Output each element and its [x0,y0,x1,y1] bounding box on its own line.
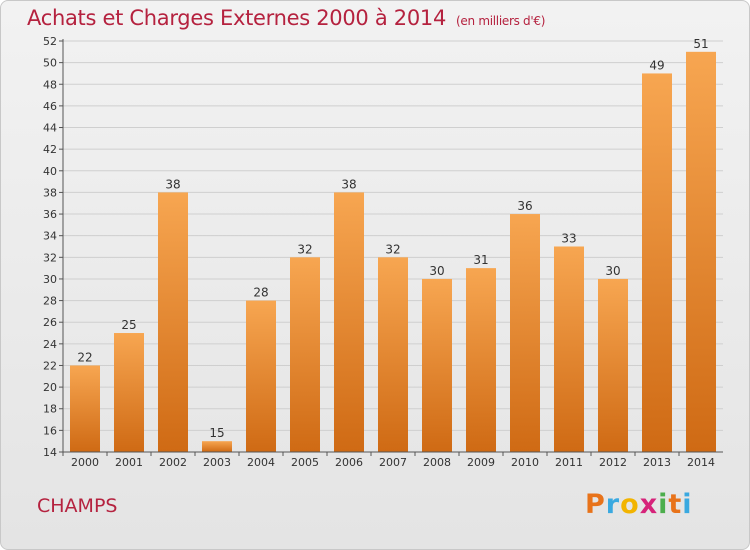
value-label: 36 [517,199,532,213]
value-label: 38 [165,177,180,191]
bar [378,257,408,452]
y-tick-label: 44 [43,122,57,135]
chart-unit: (en milliers d'€) [456,14,546,28]
bar [686,51,716,452]
bar [202,441,232,452]
y-tick-label: 48 [43,78,57,91]
value-label: 33 [561,232,576,246]
value-label: 32 [385,242,400,256]
x-tick-label: 2006 [335,456,363,469]
bar [554,246,584,452]
chart-title: Achats et Charges Externes 2000 à 2014 (e… [27,6,545,30]
y-tick-label: 52 [43,35,57,48]
y-tick-label: 36 [43,208,57,221]
bar [466,268,496,452]
x-tick-label: 2007 [379,456,407,469]
x-tick-label: 2010 [511,456,539,469]
y-axis-ticks: 14 16 18 20 22 24 26 28 30 32 34 36 38 40 42 44 46 48 50 52 [43,35,63,459]
x-tick-label: 2013 [643,456,671,469]
value-label: 51 [693,37,708,51]
bar [158,192,188,452]
bar [70,365,100,452]
y-tick-label: 30 [43,273,57,286]
y-tick-label: 16 [43,424,57,437]
bar [114,333,144,452]
logo-letter: i [658,489,669,520]
x-tick-label: 2005 [291,456,319,469]
value-label: 30 [605,264,620,278]
y-tick-label: 14 [43,446,57,459]
value-label: 32 [297,242,312,256]
logo-letter: o [620,489,640,520]
x-tick-label: 2009 [467,456,495,469]
x-tick-label: 2003 [203,456,231,469]
y-tick-label: 24 [43,338,57,351]
logo-letter: x [639,489,659,520]
y-tick-label: 34 [43,230,57,243]
value-label: 31 [473,253,488,267]
bar [598,278,628,452]
y-tick-label: 42 [43,143,57,156]
y-tick-label: 20 [43,381,57,394]
y-tick-label: 18 [43,403,57,416]
x-tick-label: 2008 [423,456,451,469]
x-tick-label: 2014 [687,456,715,469]
bar [290,257,320,452]
commune-name: CHAMPS [37,495,118,517]
value-label: 30 [429,264,444,278]
value-label: 38 [341,177,356,191]
logo-letter: r [605,489,621,520]
y-tick-label: 22 [43,359,57,372]
value-label: 28 [253,286,268,300]
x-tick-label: 2012 [599,456,627,469]
chart-title-text: Achats et Charges Externes 2000 à 2014 [27,6,447,30]
logo-letter: t [668,489,683,520]
value-label: 49 [649,58,664,72]
x-tick-label: 2002 [159,456,187,469]
y-tick-label: 38 [43,186,57,199]
y-tick-label: 26 [43,316,57,329]
x-tick-label: 2000 [71,456,99,469]
x-axis-ticks: 2000 2001 2002 2003 2004 2005 2006 2007 2008 2009… [62,452,715,469]
value-labels: 22 25 38 15 28 32 38 32 30 31 36 33 30 49 51 [77,37,708,440]
logo-letter: i [682,489,693,520]
bars [70,51,716,453]
value-label: 15 [209,426,224,440]
value-label: 22 [77,350,92,364]
bar [642,73,672,453]
proxiti-logo: Proxiti [585,489,693,520]
y-tick-label: 32 [43,251,57,264]
y-tick-label: 50 [43,57,57,70]
logo-letter: P [585,489,606,520]
axes [62,39,723,453]
x-tick-label: 2011 [555,456,583,469]
y-tick-label: 46 [43,100,57,113]
x-tick-label: 2001 [115,456,143,469]
bar [422,278,452,452]
y-tick-label: 40 [43,165,57,178]
x-tick-label: 2004 [247,456,275,469]
y-tick-label: 28 [43,295,57,308]
value-label: 25 [121,318,136,332]
bar [334,192,364,452]
bar [246,300,276,452]
bar [510,214,540,452]
